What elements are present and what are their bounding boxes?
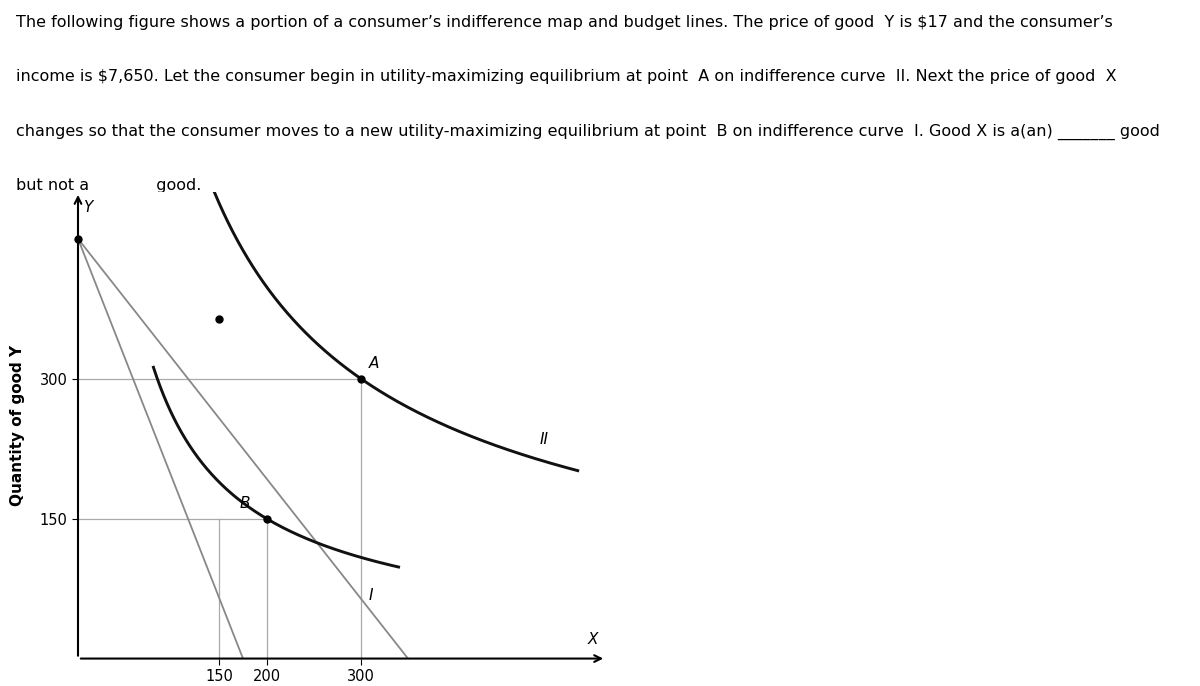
Text: but not a _______ good.: but not a _______ good.: [16, 178, 200, 194]
Text: II: II: [540, 431, 550, 447]
Text: Y: Y: [83, 200, 92, 215]
Text: B: B: [239, 496, 250, 511]
Text: The following figure shows a portion of a consumer’s indifference map and budget: The following figure shows a portion of …: [16, 14, 1112, 29]
Text: income is $7,650. Let the consumer begin in utility-maximizing equilibrium at po: income is $7,650. Let the consumer begin…: [16, 69, 1116, 84]
Text: X: X: [588, 632, 599, 648]
Text: Quantity of good Y: Quantity of good Y: [10, 345, 25, 506]
Text: A: A: [368, 356, 379, 371]
Text: I: I: [368, 588, 373, 602]
Text: changes so that the consumer moves to a new utility-maximizing equilibrium at po: changes so that the consumer moves to a …: [16, 123, 1159, 140]
